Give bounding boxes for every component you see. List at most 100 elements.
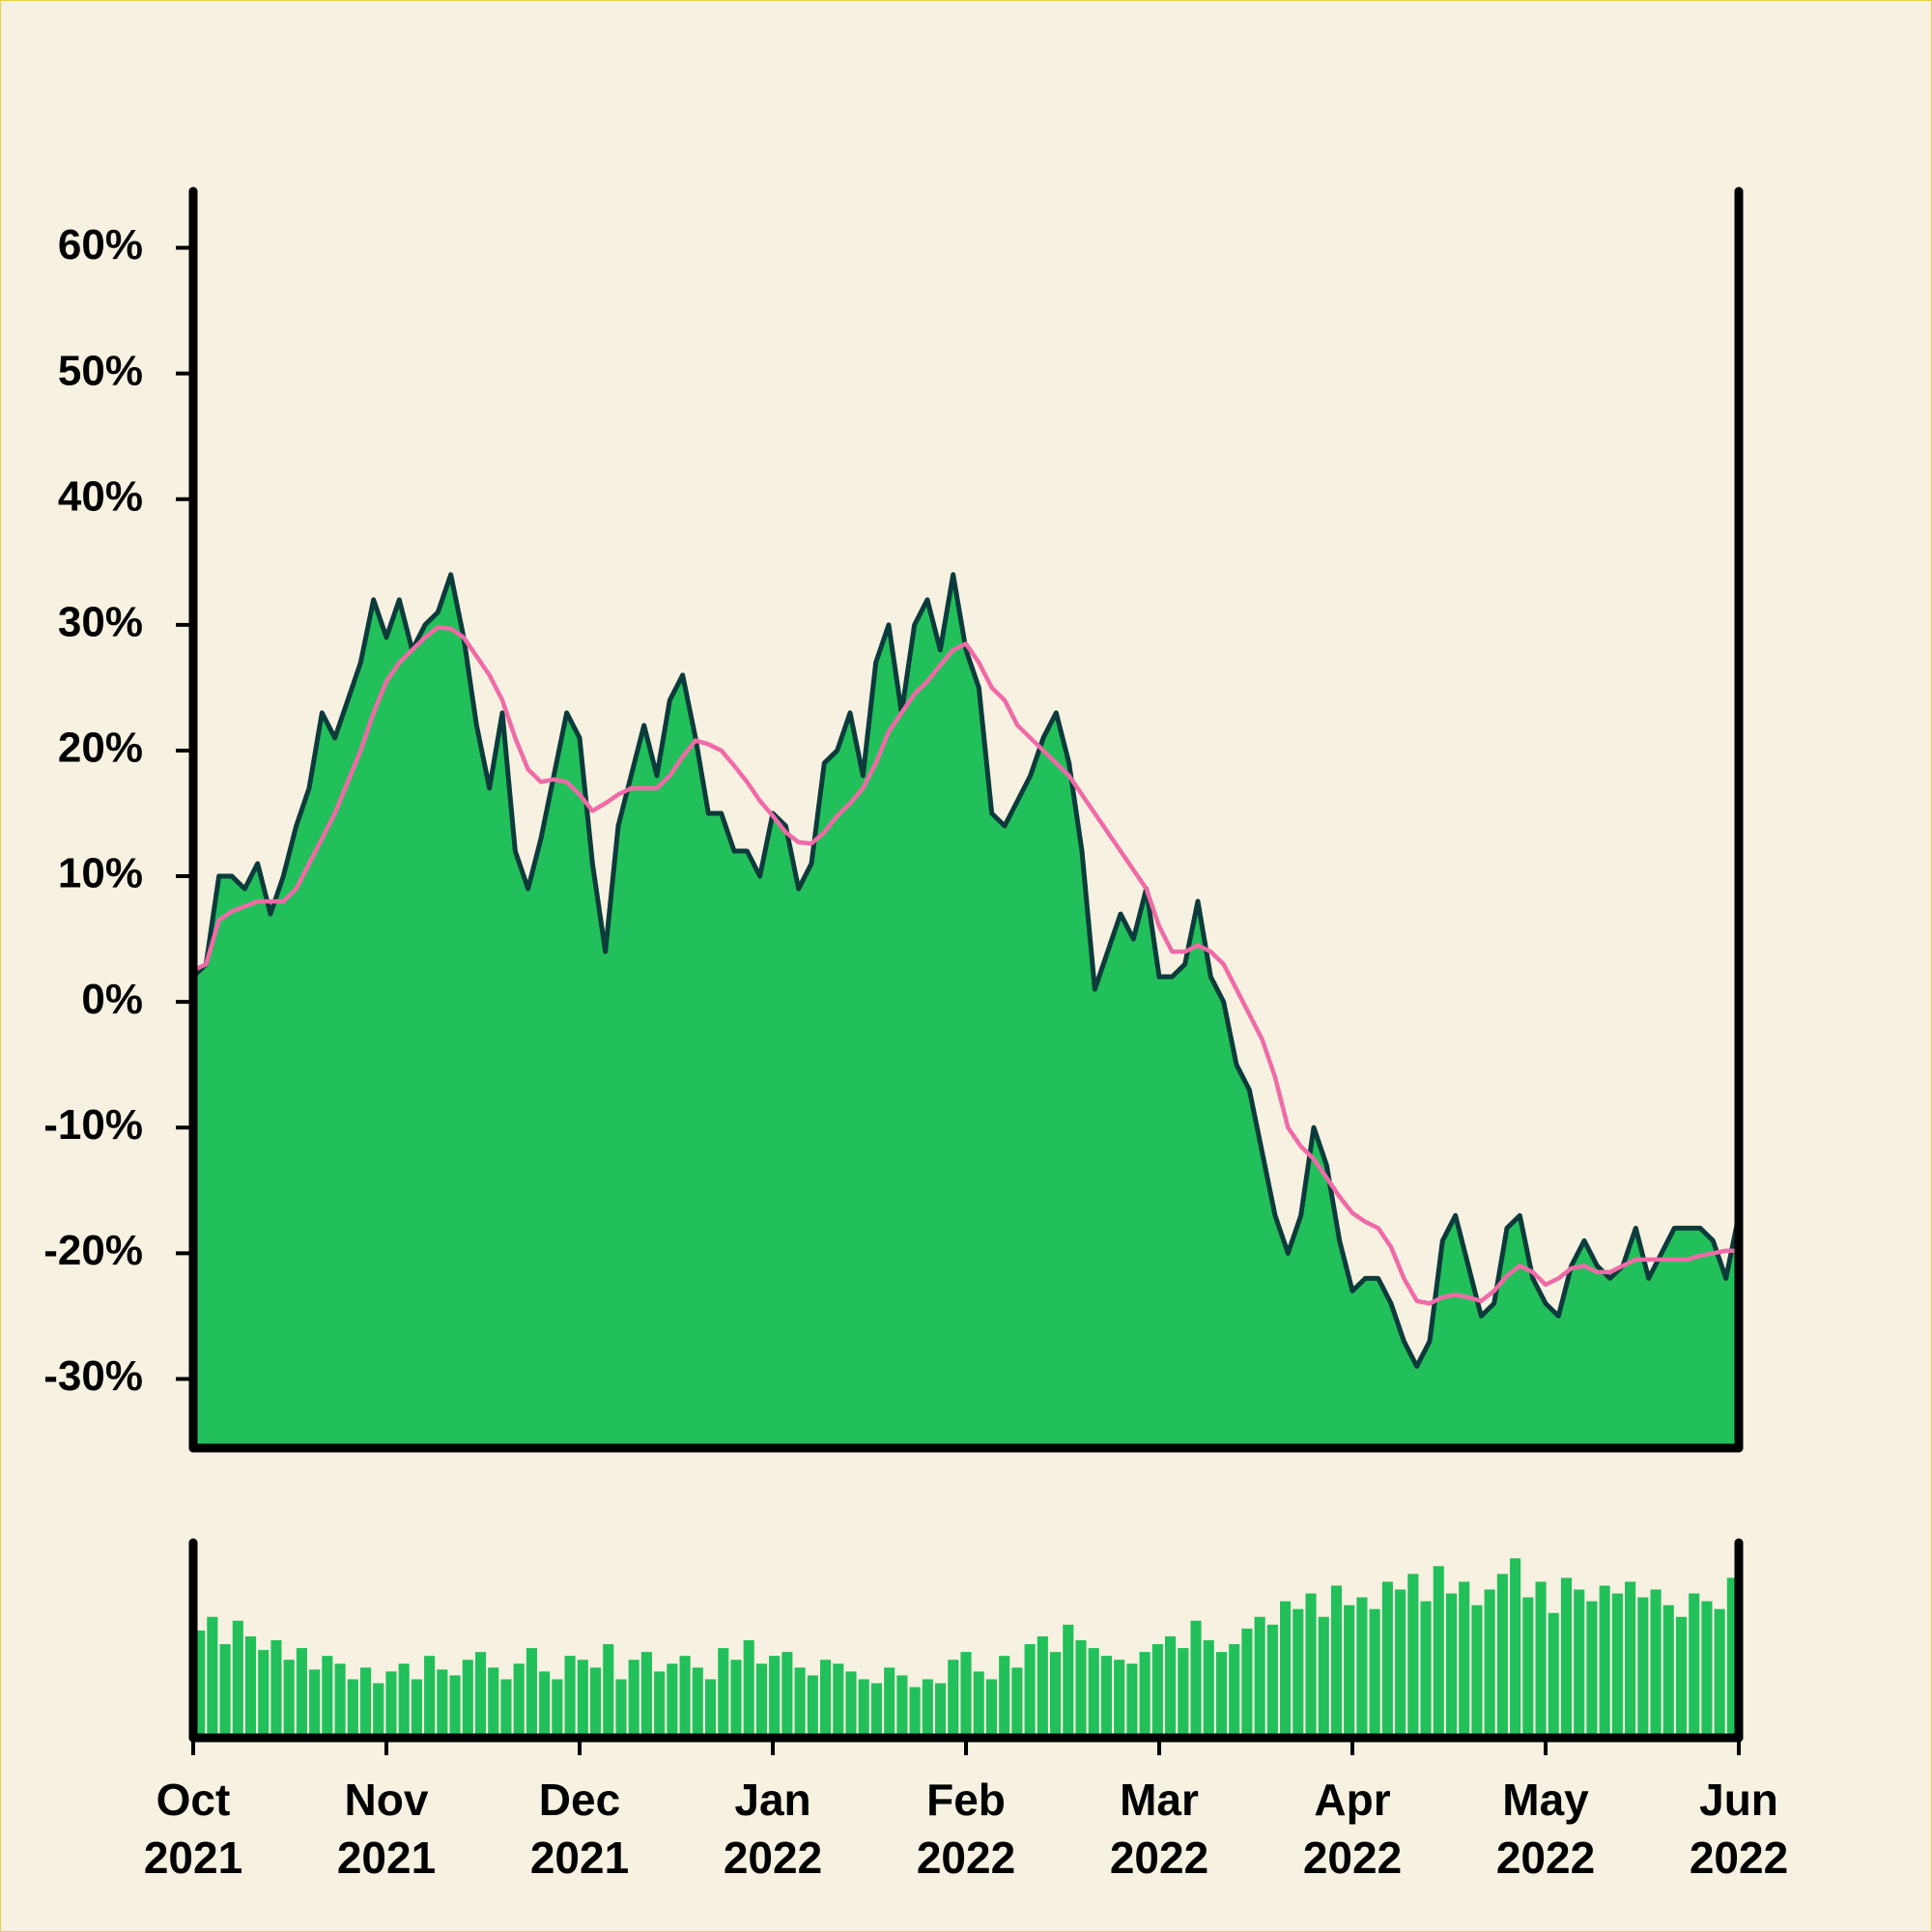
volume-bar — [296, 1648, 307, 1738]
y-tick-label: -30% — [43, 1352, 143, 1400]
y-tick-label: 20% — [58, 724, 143, 772]
volume-bar — [322, 1656, 333, 1738]
volume-bar — [1293, 1608, 1304, 1738]
volume-bar — [373, 1683, 384, 1738]
x-tick-label: 2021 — [144, 1833, 242, 1883]
volume-bar — [1356, 1597, 1368, 1738]
volume-bar — [1381, 1581, 1393, 1738]
volume-bar — [1088, 1648, 1099, 1738]
volume-bar — [1586, 1601, 1598, 1738]
volume-bar — [283, 1660, 295, 1738]
volume-bar — [1266, 1624, 1278, 1738]
volume-bar — [1701, 1601, 1713, 1738]
volume-bar — [1535, 1581, 1547, 1738]
volume-bar — [1126, 1663, 1138, 1738]
volume-bar — [1650, 1589, 1662, 1738]
volume-bar — [207, 1616, 218, 1738]
volume-bar — [870, 1683, 882, 1738]
volume-bar — [1625, 1581, 1636, 1738]
volume-bar — [1420, 1601, 1432, 1738]
volume-bar — [1484, 1589, 1495, 1738]
volume-bar — [1203, 1640, 1214, 1738]
volume-bar — [1037, 1635, 1048, 1738]
volume-bar — [807, 1675, 818, 1738]
x-tick-label: Oct — [156, 1775, 231, 1825]
y-tick-label: -20% — [43, 1227, 143, 1274]
area-line — [191, 572, 1742, 1369]
volume-bar — [488, 1667, 499, 1738]
volume-bar — [704, 1679, 717, 1738]
volume-bar — [1445, 1593, 1458, 1738]
y-tick-label: 10% — [58, 850, 143, 897]
volume-bar — [1344, 1605, 1355, 1738]
y-tick-label: -10% — [43, 1101, 143, 1149]
x-tick-label: Mar — [1120, 1775, 1199, 1825]
volume-bar — [589, 1667, 602, 1738]
x-tick-label: Nov — [345, 1775, 429, 1825]
volume-bar — [1165, 1635, 1177, 1738]
volume-bar — [244, 1635, 257, 1738]
volume-bar — [1611, 1593, 1623, 1738]
volume-bar — [794, 1667, 806, 1738]
volume-bar — [552, 1679, 563, 1738]
volume-bar — [1254, 1616, 1265, 1738]
volume-bar — [1178, 1648, 1189, 1738]
volume-bar — [769, 1656, 781, 1738]
volume-bar — [679, 1656, 691, 1738]
volume-bar — [743, 1640, 754, 1738]
volume-bar — [603, 1644, 614, 1738]
volume-bar — [909, 1687, 921, 1738]
volume-bar — [985, 1679, 997, 1738]
volume-bar — [1714, 1608, 1725, 1738]
volume-bar — [1280, 1601, 1292, 1738]
volume-bar — [1318, 1616, 1329, 1738]
volume-bar — [884, 1667, 895, 1738]
volume-bar — [258, 1650, 270, 1738]
volume-bar — [628, 1660, 639, 1738]
volume-bar — [1114, 1660, 1125, 1738]
volume-bar — [1395, 1589, 1406, 1738]
x-tick-label: 2022 — [724, 1833, 822, 1883]
volume-bar — [973, 1671, 984, 1738]
volume-bar — [577, 1660, 588, 1738]
volume-bar — [833, 1663, 844, 1738]
volume-bar — [1459, 1581, 1470, 1738]
volume-bar — [1496, 1574, 1508, 1738]
volume-bar — [896, 1675, 908, 1738]
volume-bar — [347, 1679, 358, 1738]
volume-bar — [1063, 1624, 1074, 1738]
volume-bar — [1215, 1652, 1228, 1738]
volume-bar — [999, 1656, 1010, 1738]
volume-bar — [462, 1660, 473, 1738]
volume-bar — [1637, 1597, 1649, 1738]
x-tick-label: 2022 — [1496, 1833, 1595, 1883]
x-tick-label: 2022 — [1690, 1833, 1788, 1883]
volume-bar — [424, 1656, 436, 1738]
volume-bar — [1024, 1644, 1036, 1738]
moving-average-line — [192, 625, 1739, 1306]
volume-bar — [667, 1663, 678, 1738]
volume-bar — [194, 1630, 206, 1738]
volume-bar — [781, 1652, 793, 1738]
volume-bar — [1510, 1558, 1521, 1738]
volume-bar — [270, 1640, 282, 1738]
x-tick-label: Apr — [1314, 1775, 1390, 1825]
volume-bar — [500, 1679, 512, 1738]
y-tick-label: 0% — [81, 976, 143, 1023]
x-tick-label: Dec — [539, 1775, 620, 1825]
volume-bar — [398, 1663, 410, 1738]
volume-bar — [219, 1644, 231, 1738]
volume-bar — [1151, 1644, 1163, 1738]
x-tick-label: Jun — [1699, 1775, 1778, 1825]
x-tick-label: 2022 — [917, 1833, 1015, 1883]
volume-bar — [755, 1663, 767, 1738]
volume-bar — [334, 1663, 346, 1738]
volume-bar — [1305, 1593, 1317, 1738]
volume-bar — [1433, 1566, 1444, 1738]
x-tick-label: Jan — [734, 1775, 810, 1825]
volume-bar — [819, 1660, 832, 1738]
volume-bar — [1369, 1608, 1380, 1738]
volume-bar — [1662, 1605, 1674, 1738]
volume-bar — [1726, 1577, 1738, 1738]
